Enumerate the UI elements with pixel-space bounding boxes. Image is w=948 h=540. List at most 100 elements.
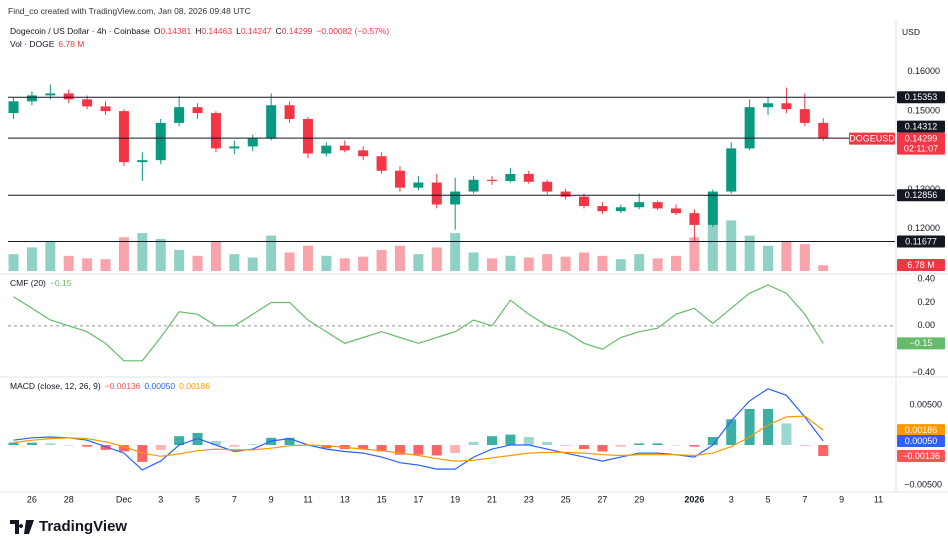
histogram-bar — [174, 436, 185, 446]
price-legend: Dogecoin / US Dollar · 4h · Coinbase O0.1… — [10, 26, 389, 36]
histogram-bar — [284, 437, 295, 446]
volume-bar — [8, 254, 19, 271]
volume-bar — [266, 235, 277, 271]
histogram-bar — [413, 445, 424, 455]
x-tick-label: 26 — [27, 494, 37, 504]
volume-bar — [192, 255, 203, 271]
volume-bar — [394, 245, 405, 271]
level-label-box — [897, 189, 945, 202]
candle-body — [118, 111, 129, 163]
candle-body — [597, 206, 608, 212]
x-tick-label: 13 — [340, 494, 350, 504]
candle-body — [450, 191, 461, 205]
y-tick-label: 0.40 — [917, 274, 935, 284]
cmf-last-label: −0.15 — [910, 338, 933, 348]
ohlc-item: C0.14299 — [276, 26, 313, 36]
volume-title: Vol · DOGE — [10, 39, 55, 49]
histogram-bar — [247, 444, 258, 446]
ohlc-value: 0.14463 — [201, 26, 233, 36]
candle-body — [578, 196, 589, 207]
x-tick-label: 29 — [634, 494, 644, 504]
candle-body — [671, 208, 682, 214]
candle-body — [376, 156, 387, 171]
level-label-box — [897, 91, 945, 104]
brand-name: TradingView — [39, 518, 128, 535]
candle-body — [155, 122, 166, 161]
volume-bar — [560, 256, 571, 271]
candle-body — [63, 93, 74, 100]
signal-last-label: 0.00186 — [905, 425, 938, 435]
macd-last-label: 0.00050 — [905, 436, 938, 446]
histogram-last-label: −0.00136 — [902, 451, 940, 461]
histogram-bar — [394, 445, 405, 455]
ohlc-key: L — [236, 26, 241, 36]
histogram-bar — [505, 434, 516, 446]
chart-title: Dogecoin / US Dollar · 4h · Coinbase — [10, 26, 150, 36]
cmf-value: −0.15 — [49, 278, 72, 288]
volume-bar — [818, 265, 829, 271]
volume-bar — [615, 259, 626, 271]
y-tick-label: −0.40 — [912, 367, 935, 377]
y-tick-label: 0.15000 — [907, 105, 940, 115]
x-tick-label: 17 — [413, 494, 423, 504]
volume-bar — [689, 237, 700, 271]
candle-body — [394, 170, 405, 188]
volume-bar — [210, 241, 221, 271]
candle-body — [505, 173, 516, 181]
candle-body — [229, 146, 240, 149]
candle-body — [82, 99, 93, 107]
cmf-legend: CMF (20) −0.15 — [10, 278, 71, 288]
candle-body — [542, 181, 553, 192]
histogram-bar — [450, 445, 461, 454]
cmf-title: CMF (20) — [10, 278, 46, 288]
histogram-bar — [45, 443, 56, 446]
histogram-bar — [321, 445, 332, 449]
macd-last-label-box — [897, 435, 945, 448]
volume-bar — [45, 241, 56, 271]
candle-body — [818, 122, 829, 139]
y-tick-label: −0.00500 — [904, 480, 942, 490]
candle-body — [45, 93, 56, 96]
candle-body — [523, 173, 534, 182]
candle-body — [321, 145, 332, 154]
histogram-bar — [744, 408, 755, 446]
candle-body — [100, 106, 111, 112]
volume-bar — [652, 258, 663, 271]
volume-bar — [229, 254, 240, 271]
volume-bar — [284, 252, 295, 271]
candle-body — [302, 118, 313, 154]
candle-body — [413, 182, 424, 188]
x-tick-label: 3 — [158, 494, 163, 504]
histogram-bar — [468, 441, 479, 446]
candle-body — [707, 191, 718, 225]
candle-body — [210, 113, 221, 149]
volume-bar — [744, 235, 755, 271]
volume-bar — [799, 244, 810, 271]
histogram-bar — [726, 419, 737, 446]
histogram-bar — [431, 445, 442, 456]
histogram-bar — [707, 437, 718, 446]
volume-bar — [450, 233, 461, 271]
candle-body — [726, 148, 737, 192]
candle-body — [468, 179, 479, 192]
histogram-bar — [671, 445, 682, 446]
x-tick-label: 28 — [64, 494, 74, 504]
y-tick-label: 0.12000 — [907, 223, 940, 233]
x-tick-label: 11 — [303, 494, 312, 504]
x-tick-label: 5 — [195, 494, 200, 504]
volume-bar — [468, 252, 479, 271]
signal-value: 0.00186 — [179, 381, 210, 391]
volume-bar — [118, 237, 129, 271]
histogram-bar — [818, 445, 829, 456]
volume-bar — [505, 255, 516, 271]
x-tick-label: Dec — [116, 494, 133, 504]
x-tick-label: 3 — [729, 494, 734, 504]
histogram-bar — [560, 445, 571, 446]
histogram-bar — [597, 445, 608, 452]
volume-bar — [634, 254, 645, 271]
histogram-bar — [358, 445, 369, 450]
brand: TradingView — [10, 518, 127, 535]
ohlc-key: C — [275, 26, 282, 36]
histogram-value: −0.00136 — [104, 381, 141, 391]
